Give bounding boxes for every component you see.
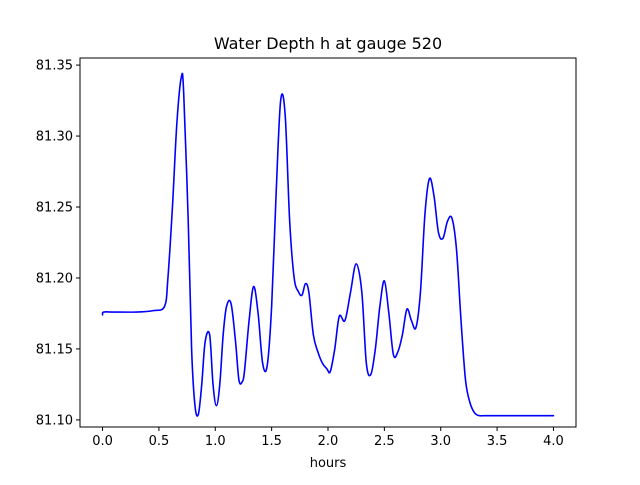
plot-area-background <box>80 58 576 427</box>
y-axis-ticks: 81.10 81.15 81.20 81.25 81.30 81.35 <box>36 59 80 428</box>
x-axis-label: hours <box>310 456 347 471</box>
y-tick-label: 81.20 <box>36 271 73 286</box>
x-tick-label: 2.0 <box>318 434 339 449</box>
x-tick-label: 3.5 <box>487 434 508 449</box>
series-layer <box>101 72 555 417</box>
y-tick-label: 81.25 <box>36 201 73 216</box>
x-tick-label: 4.0 <box>543 434 564 449</box>
x-tick-label: 2.5 <box>374 434 395 449</box>
y-tick-label: 81.10 <box>36 413 73 428</box>
series-line <box>101 72 555 417</box>
y-tick-label: 81.30 <box>36 130 73 145</box>
x-tick-label: 3.0 <box>430 434 451 449</box>
x-tick-label: 0.5 <box>149 434 170 449</box>
x-tick-label: 0.0 <box>92 434 113 449</box>
y-tick-label: 81.35 <box>36 59 73 74</box>
chart-title: Water Depth h at gauge 520 <box>214 34 442 53</box>
x-axis-ticks: 0.0 0.5 1.0 1.5 2.0 2.5 3.0 3.5 4.0 <box>92 427 564 449</box>
x-tick-label: 1.0 <box>205 434 226 449</box>
x-tick-label: 1.5 <box>261 434 282 449</box>
y-tick-label: 81.15 <box>36 342 73 357</box>
